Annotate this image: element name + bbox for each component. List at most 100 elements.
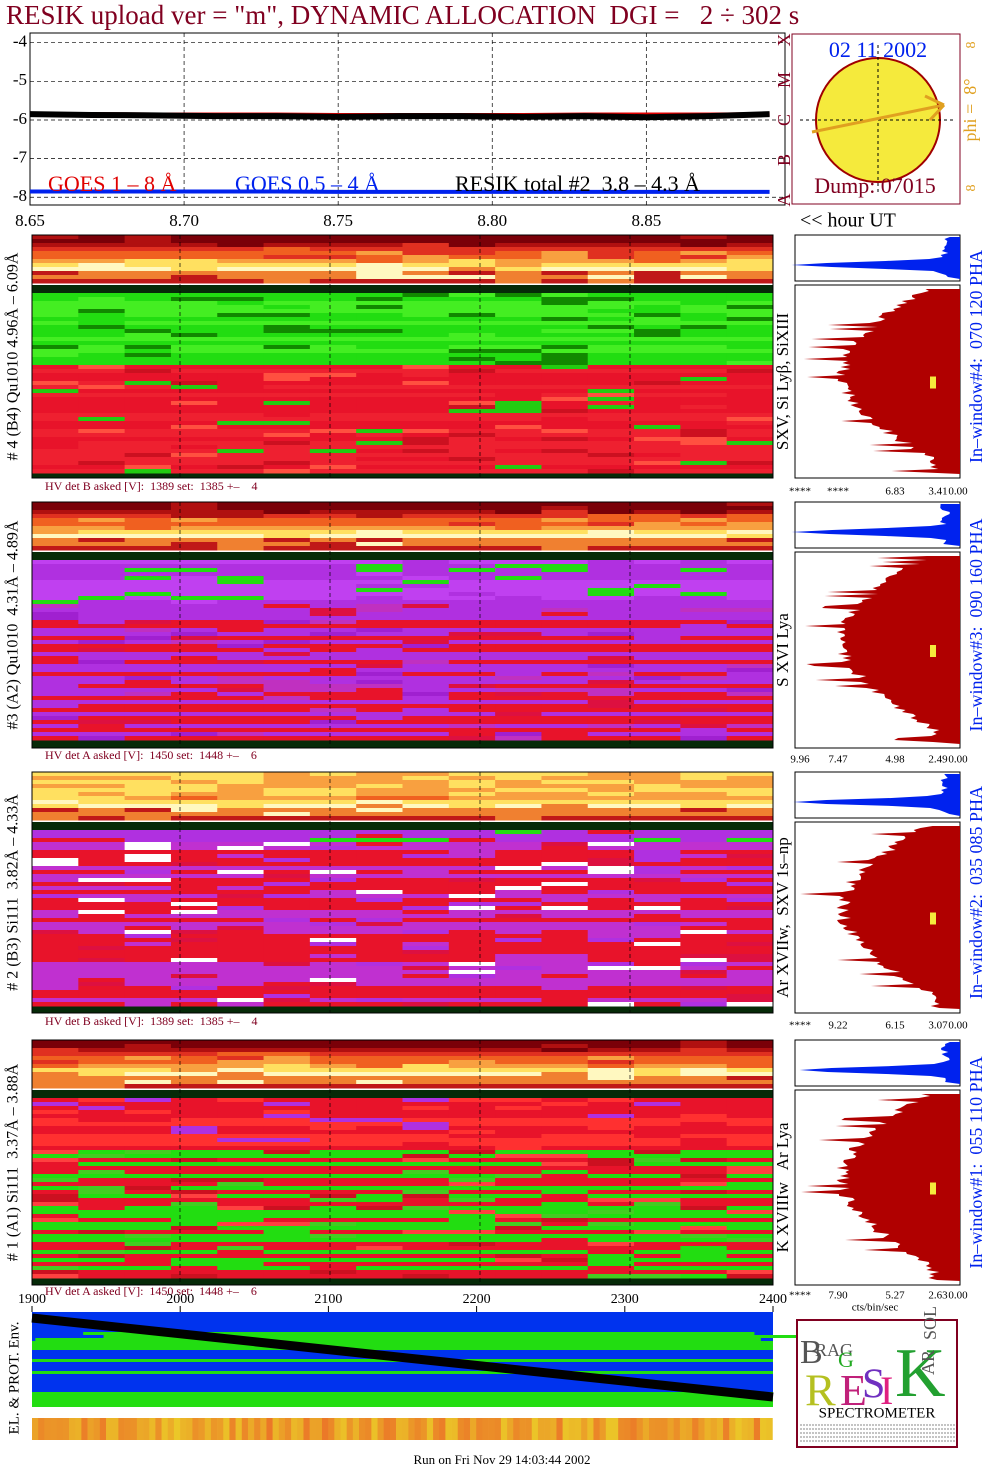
spectrogram-cell (634, 648, 681, 653)
spectrogram-cell (448, 279, 496, 284)
spectrogram-cell (402, 668, 450, 673)
spectrogram-cell (309, 816, 357, 821)
spectrogram-cell (680, 469, 728, 474)
spectrogram-cell (634, 297, 681, 302)
spectrogram-cell (726, 1198, 774, 1203)
spectrogram-cell (634, 445, 681, 450)
activity-strip (173, 1418, 181, 1440)
spectrogram-cell (309, 369, 357, 374)
spectrogram-cell (680, 804, 728, 809)
spectrogram-cell (263, 337, 311, 342)
spectrogram-cell (495, 546, 542, 551)
spectrogram-cell (78, 361, 126, 366)
spectrogram-cell (448, 1218, 496, 1223)
spectrogram-cell (309, 716, 357, 721)
spectrogram-cell (541, 816, 589, 821)
spectrogram-cell (587, 538, 635, 543)
spectrogram-cell (680, 1114, 728, 1119)
spectrogram-cell (726, 413, 774, 418)
spectrogram-cell (309, 1044, 357, 1049)
spectrogram-cell (402, 506, 450, 511)
spectrogram-cell (541, 986, 589, 991)
spectrogram-cell (495, 998, 542, 1003)
spectrogram-cell (32, 862, 79, 867)
spectrogram-cell (448, 1238, 496, 1243)
spectrogram-cell (680, 838, 728, 843)
spectrogram-cell (680, 1170, 728, 1175)
spectrogram-cell (32, 926, 79, 931)
spectrogram-cell (680, 800, 728, 805)
spectrogram-cell (726, 894, 774, 899)
activity-strip (241, 1418, 249, 1440)
spectrogram-cell (726, 720, 774, 725)
activity-strip (93, 1418, 101, 1440)
spectrogram-cell (587, 728, 635, 733)
spectrogram-cell (634, 1202, 681, 1207)
spectrogram-cell (32, 530, 79, 535)
spectrogram-cell (32, 1118, 79, 1123)
spectrogram-cell (448, 966, 496, 971)
spectrogram-cell (124, 381, 172, 386)
spectrogram-cell (263, 1206, 311, 1211)
spectrogram-cell (634, 518, 681, 523)
spectrogram-cell (402, 1226, 450, 1231)
spectrogram-cell (448, 429, 496, 434)
spectrogram-cell (587, 1214, 635, 1219)
spectrogram-cell (495, 235, 542, 240)
spectrogram-cell (78, 345, 126, 350)
spectrogram-cell (634, 506, 681, 511)
spectrogram-cell (448, 816, 496, 821)
spectrogram-cell (402, 954, 450, 959)
spectrogram-cell (587, 962, 635, 967)
spectrogram-cell (78, 1072, 126, 1077)
spectrogram-cell (170, 946, 218, 951)
spectrogram-cell (217, 361, 265, 366)
spectrogram-edge (32, 285, 773, 293)
spectrogram-cell (587, 1122, 635, 1127)
spectrogram-cell (170, 568, 218, 573)
spectrogram-cell (124, 878, 172, 883)
spectrogram-cell (587, 1238, 635, 1243)
spectrogram-cell (541, 870, 589, 875)
spectrogram-cell (587, 518, 635, 523)
spectrogram-cell (217, 796, 265, 801)
spectrogram-cell (263, 321, 311, 326)
spectrogram-cell (634, 732, 681, 737)
spectrogram-cell (680, 776, 728, 781)
spectrogram-cell (634, 522, 681, 527)
spectrogram-cell (587, 812, 635, 817)
spectrogram-cell (587, 580, 635, 585)
spectrogram-cell (263, 572, 311, 577)
spectrogram-cell (402, 812, 450, 817)
spectrogram-cell (402, 1110, 450, 1115)
spectrogram-cell (124, 437, 172, 442)
spectrogram-cell (78, 870, 126, 875)
spectrogram-cell (634, 1142, 681, 1147)
spectrogram-cell (263, 946, 311, 951)
spectrogram-cell (78, 1098, 126, 1103)
spectrogram-cell (32, 1154, 79, 1159)
spectrogram-cell (309, 914, 357, 919)
spectrogram-cell (448, 381, 496, 386)
spectrogram-cell (356, 1118, 403, 1123)
spectrogram-cell (587, 796, 635, 801)
spectrogram-cell (634, 588, 681, 593)
spectrogram-cell (402, 660, 450, 665)
spectrogram-cell (170, 842, 218, 847)
spectrogram-cell (217, 1206, 265, 1211)
spectrogram-cell (32, 465, 79, 470)
histogram-scale: **** (827, 486, 849, 498)
spectrogram-cell (587, 502, 635, 507)
spectrogram-cell (726, 576, 774, 581)
spectrogram-cell (356, 313, 403, 318)
spectrogram-cell (680, 1150, 728, 1155)
spectrogram-cell (448, 433, 496, 438)
spectrogram-cell (124, 297, 172, 302)
spectrogram-cell (726, 1254, 774, 1259)
spectrogram-cell (726, 580, 774, 585)
spectrogram-cell (356, 576, 403, 581)
spectrogram-cell (263, 1098, 311, 1103)
spectrogram-cell (587, 1242, 635, 1247)
spectrogram-cell (680, 345, 728, 350)
spectrogram-cell (587, 337, 635, 342)
